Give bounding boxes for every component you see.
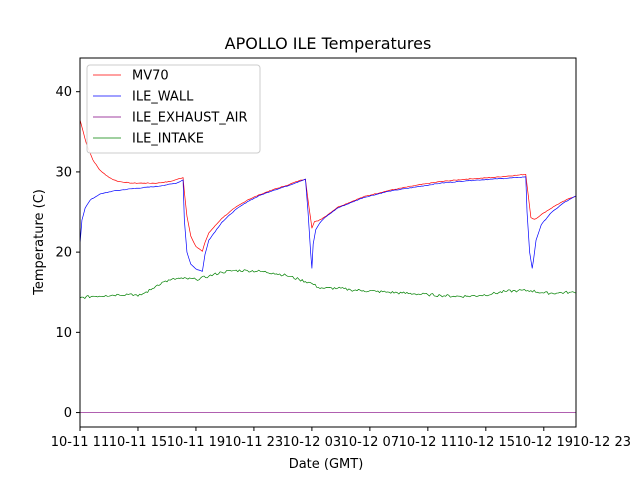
- series-layer: [79, 119, 577, 413]
- legend: MV70 ILE_WALL ILE_EXHAUST_AIR ILE_INTAKE: [86, 64, 261, 154]
- x-tick-label: 10-12 03: [283, 435, 341, 450]
- x-tick-label: 10-12 23: [573, 435, 631, 450]
- y-tick-label: 0: [64, 406, 72, 421]
- x-tick-label: 10-12 19: [515, 435, 573, 450]
- legend-box: [86, 64, 261, 154]
- legend-label: ILE_WALL: [132, 90, 194, 105]
- x-tick-label: 10-11 19: [167, 435, 225, 450]
- series-line-mv70: [79, 119, 577, 252]
- y-tick-label: 30: [55, 165, 72, 180]
- y-axis-label: Temperature (C): [32, 189, 47, 296]
- x-tick-label: 10-11 11: [51, 435, 109, 450]
- chart-title: APOLLO ILE Temperatures: [225, 34, 432, 53]
- x-axis-label: Date (GMT): [289, 457, 364, 472]
- y-tick-label: 20: [55, 246, 72, 261]
- series-line-ile-intake: [79, 269, 577, 299]
- legend-label: ILE_EXHAUST_AIR: [132, 111, 248, 126]
- series-line-ile-wall: [79, 176, 577, 272]
- x-tick-label: 10-12 11: [399, 435, 457, 450]
- x-axis-ticks: 10-11 11 10-11 15 10-11 19 10-11 23 10-12 03…: [51, 427, 631, 450]
- x-tick-label: 10-11 23: [225, 435, 283, 450]
- y-tick-label: 10: [55, 326, 72, 341]
- y-tick-label: 40: [55, 85, 72, 100]
- legend-label: ILE_INTAKE: [132, 132, 204, 147]
- y-axis-ticks: 0 10 20 30 40: [55, 85, 80, 421]
- x-tick-label: 10-12 07: [341, 435, 399, 450]
- legend-label: MV70: [132, 69, 169, 84]
- plot-frame: [79, 57, 577, 428]
- x-tick-label: 10-12 15: [457, 435, 515, 450]
- x-tick-label: 10-11 15: [109, 435, 167, 450]
